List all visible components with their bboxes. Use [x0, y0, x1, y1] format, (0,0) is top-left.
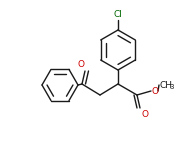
- Text: CH: CH: [160, 81, 173, 90]
- Text: O: O: [77, 60, 84, 69]
- Text: 3: 3: [169, 84, 174, 90]
- Text: O: O: [152, 86, 159, 95]
- Text: Cl: Cl: [113, 10, 122, 19]
- Text: O: O: [141, 110, 148, 119]
